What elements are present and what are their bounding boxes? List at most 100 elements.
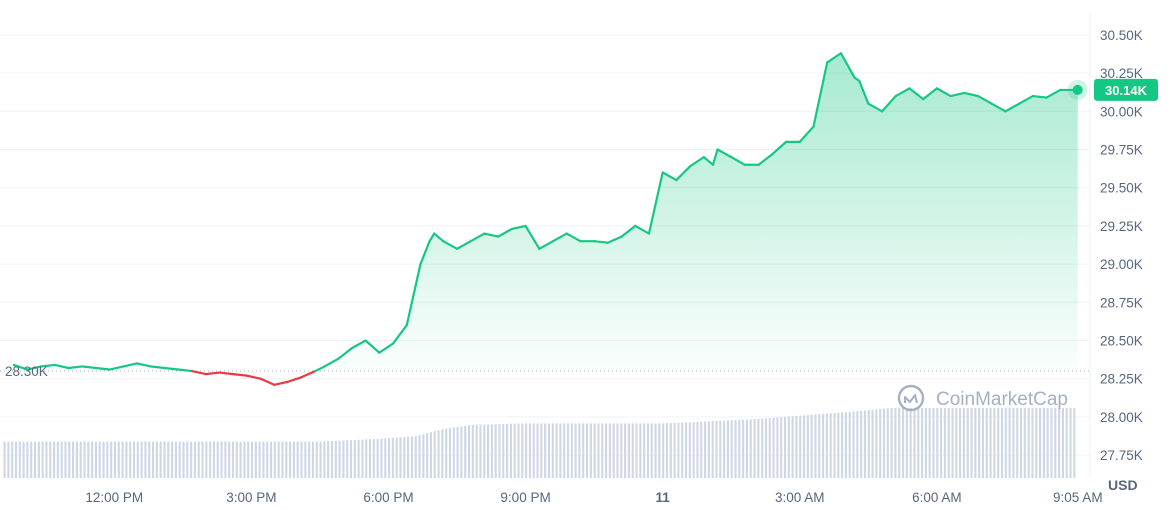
volume-bar <box>513 423 516 478</box>
volume-bar <box>1035 408 1038 478</box>
volume-bar <box>654 423 657 478</box>
volume-bar <box>981 408 985 478</box>
x-tick-label: 3:00 PM <box>226 490 276 505</box>
volume-bar <box>715 420 718 478</box>
price-line-segment <box>433 232 445 243</box>
volume-bar <box>292 441 295 478</box>
coinmarketcap-logo-mark-icon <box>904 394 918 404</box>
price-line-segment <box>273 380 290 386</box>
volume-bar <box>631 423 634 478</box>
volume-bar <box>650 423 653 478</box>
volume-bar <box>437 430 440 478</box>
price-line-segment <box>702 156 715 166</box>
price-line-segment <box>894 87 911 98</box>
volume-bar <box>825 413 828 478</box>
volume-bar <box>41 441 44 478</box>
volume-bar <box>521 423 524 478</box>
volume-bar <box>75 441 78 478</box>
volume-bar <box>563 423 566 478</box>
y-tick-label: 28.00K <box>1100 410 1143 425</box>
volume-bar <box>209 441 212 478</box>
price-area-fill <box>13 53 1078 372</box>
volume-bar <box>79 441 82 478</box>
price-line-segment <box>428 232 436 243</box>
price-line-segment <box>524 224 541 250</box>
price-area <box>13 53 1078 372</box>
volume-bar <box>921 408 924 478</box>
volume-bar <box>932 408 935 478</box>
x-axis: 12:00 PM 3:00 PM 6:00 PM 9:00 PM 11 3:00 AM 6:… <box>85 490 1102 505</box>
volume-bar <box>635 423 638 478</box>
volume-bar <box>620 423 623 478</box>
volume-bar <box>844 412 847 478</box>
x-tick-label: 9:00 PM <box>500 490 550 505</box>
price-line-segment <box>455 240 472 250</box>
volume-bar <box>315 441 318 478</box>
volume-bar <box>106 441 109 478</box>
price-line-segment <box>108 365 125 371</box>
volume-bar <box>791 416 794 478</box>
price-line-segment <box>771 140 788 156</box>
volume-bar <box>342 440 345 478</box>
price-line-segment <box>419 240 431 266</box>
volume-bar <box>627 423 630 478</box>
volume-bar <box>574 423 577 478</box>
volume-bar <box>163 441 166 478</box>
volume-bar <box>905 408 908 478</box>
volume-bar <box>882 408 886 478</box>
volume-bar <box>612 423 615 478</box>
volume-bar <box>479 424 482 478</box>
price-line-segment <box>442 240 459 250</box>
volume-bar <box>228 441 231 478</box>
volume-bar <box>940 408 943 478</box>
volume-bar <box>822 413 825 478</box>
volume-bar <box>289 441 292 478</box>
price-line-segment <box>620 224 637 238</box>
volume-bar <box>688 422 691 478</box>
volume-bar <box>464 425 467 478</box>
volume-bar <box>380 438 383 478</box>
volume-bar <box>799 415 802 478</box>
volume-bar <box>281 441 284 478</box>
price-line-segment <box>314 365 326 373</box>
volume-bar <box>159 441 162 478</box>
volume-bar <box>125 441 128 478</box>
volume-bar <box>875 409 878 478</box>
price-line-segment <box>538 240 555 250</box>
volume-bar <box>928 408 931 478</box>
volume-bar <box>140 441 143 478</box>
volume-bar <box>879 409 882 478</box>
volume-bar <box>277 441 280 478</box>
volume-bar <box>11 441 14 478</box>
volume-bar <box>487 424 490 478</box>
volume-bar <box>841 412 844 478</box>
price-line-segment <box>839 52 856 79</box>
volume-bar <box>1058 408 1061 478</box>
price-line-segment <box>565 232 582 243</box>
price-line-segment <box>606 235 623 244</box>
volume-bar <box>1023 408 1026 478</box>
volume-bar <box>818 414 821 478</box>
price-line-segment <box>858 79 870 105</box>
volume-bar <box>711 421 714 478</box>
y-axis: 27.75K 28.00K 28.25K 28.50K 28.75K 29.00K 29.2… <box>5 28 1143 493</box>
volume-bar <box>205 441 208 478</box>
volume-bar <box>98 441 101 478</box>
price-line-segment <box>949 91 966 98</box>
volume-bar <box>544 423 547 478</box>
y-tick-label: 29.75K <box>1100 143 1143 158</box>
volume-bar <box>1054 408 1057 478</box>
volume-bar <box>483 424 486 478</box>
price-line-segment <box>204 371 221 376</box>
volume-bar <box>346 440 349 478</box>
volume-bar <box>761 418 764 478</box>
volume-bar <box>308 441 311 478</box>
volume-bar <box>151 441 155 478</box>
volume-bar <box>72 441 75 478</box>
volume-bar <box>190 441 193 478</box>
volume-bar <box>270 441 273 478</box>
volume-bar <box>136 441 139 478</box>
price-line-segment <box>963 91 980 98</box>
volume-bar <box>559 423 562 478</box>
volume-bar <box>1050 408 1053 478</box>
